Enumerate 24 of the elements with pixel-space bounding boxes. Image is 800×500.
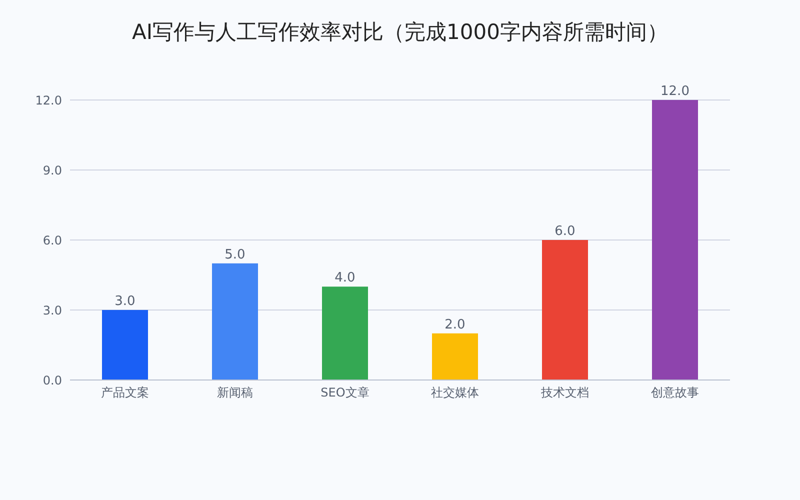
x-tick-label: 产品文案 [101,386,149,400]
data-label: 6.0 [554,224,576,239]
bar [432,333,478,380]
y-tick-label: 6.0 [42,233,62,248]
y-tick-label: 0.0 [42,373,62,388]
chart-title: AI写作与人工写作效率对比（完成1000字内容所需时间） [130,19,669,46]
data-label: 4.0 [334,270,356,286]
y-tick-label: 9.0 [42,163,62,178]
data-label: 2.0 [444,317,466,332]
bar [542,240,588,380]
x-tick-label: 技术文档 [540,386,589,400]
data-label: 3.0 [114,294,136,309]
y-tick-label: 3.0 [42,303,62,318]
bar [102,310,148,380]
x-tick-label: 社交媒体 [431,386,479,400]
data-label: 5.0 [224,247,246,262]
x-tick-label: 创意故事 [651,386,699,400]
x-tick-label: SEO文章 [320,386,370,400]
y-tick-label: 12.0 [35,93,62,108]
x-tick-label: 新闻稿 [217,386,253,400]
data-label: 12.0 [660,84,690,99]
bar [322,286,368,380]
bar [652,100,698,380]
bar [212,263,258,380]
